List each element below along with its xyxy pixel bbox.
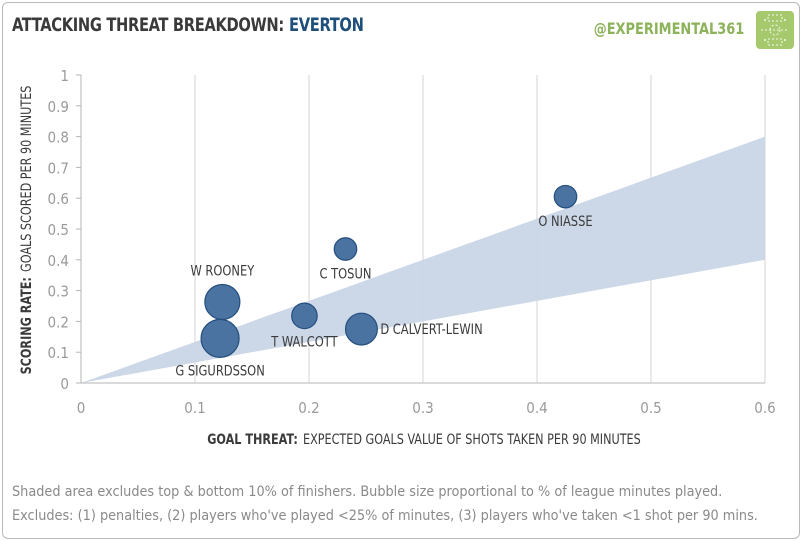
pitch-logo-icon [756,11,794,49]
label-d-calvert-lewin: D CALVERT-LEWIN [380,321,482,338]
y-axis-label-rest: GOALS SCORED PER 90 MINUTES [18,85,35,272]
label-g-sigurdsson: G SIGURDSSON [175,363,264,380]
axes [76,74,765,384]
y-tick-label-10: 1 [60,67,69,85]
title-main: ATTACKING THREAT BREAKDOWN: [12,14,284,36]
bubble-d-calvert-lewin [344,312,378,346]
chart-title: ATTACKING THREAT BREAKDOWN: EVERTON [12,14,364,46]
y-tick-label-6: 0.6 [48,190,69,208]
x-axis-label: GOAL THREAT: EXPECTED GOALS VALUE OF SHOT… [207,431,641,448]
x-tick-label-1: 0.1 [184,399,205,417]
y-tick-label-1: 0.1 [48,344,69,362]
shaded-band [81,136,765,383]
bubble-c-tosun [333,237,358,261]
y-tick-label-3: 0.3 [48,283,69,301]
y-tick-label-7: 0.7 [48,159,69,177]
footnote: Shaded area excludes top & bottom 10% of… [12,480,792,528]
x-axis-label-bold: GOAL THREAT: [207,431,298,448]
tick-labels: 0 0.1 0.2 0.3 0.4 0.5 0.6 0.7 0.8 0.9 1 0 0.1 0.2 0.3 0… [48,67,776,417]
title-team: EVERTON [289,14,364,36]
y-tick-label-4: 0.4 [48,252,69,270]
axis-titles: GOAL THREAT: EXPECTED GOALS VALUE OF SHOT… [18,85,641,448]
y-tick-label-0: 0 [60,375,69,393]
footnote-line-2: Excludes: (1) penalties, (2) players who… [12,508,758,524]
bubble-t-walcott [291,302,318,330]
y-tick-label-8: 0.8 [48,129,69,147]
author-handle: @EXPERIMENTAL361 [593,19,744,38]
y-axis-label: SCORING RATE: GOALS SCORED PER 90 MINUTES [18,85,35,374]
x-tick-label-5: 0.5 [640,399,661,417]
label-c-tosun: C TOSUN [320,266,372,283]
label-w-rooney: W ROONEY [190,263,254,280]
bubble-labels: O NIASSE C TOSUN W ROONEY T WALCOTT D CALVER… [175,213,592,379]
y-tick-label-2: 0.2 [48,313,69,331]
y-axis-label-bold: SCORING RATE: [18,277,35,374]
x-axis-label-rest: EXPECTED GOALS VALUE OF SHOTS TAKEN PER … [303,431,641,448]
x-tick-label-4: 0.4 [526,399,547,417]
x-tick-label-3: 0.3 [412,399,433,417]
pitch-logo-graphic [758,13,792,47]
bubble-o-niasse [553,184,578,209]
label-o-niasse: O NIASSE [538,213,592,230]
bubble-g-sigurdsson [200,318,240,358]
footnote-line-1: Shaded area excludes top & bottom 10% of… [12,484,723,500]
label-t-walcott: T WALCOTT [270,334,338,351]
x-tick-label-2: 0.2 [298,399,319,417]
y-tick-label-5: 0.5 [48,221,69,239]
x-tick-label-0: 0 [77,399,86,417]
y-tick-label-9: 0.9 [48,98,69,116]
bubble-w-rooney [204,283,241,321]
bubbles [200,184,578,358]
shaded-band-layer [81,136,765,383]
x-tick-label-6: 0.6 [754,399,775,417]
